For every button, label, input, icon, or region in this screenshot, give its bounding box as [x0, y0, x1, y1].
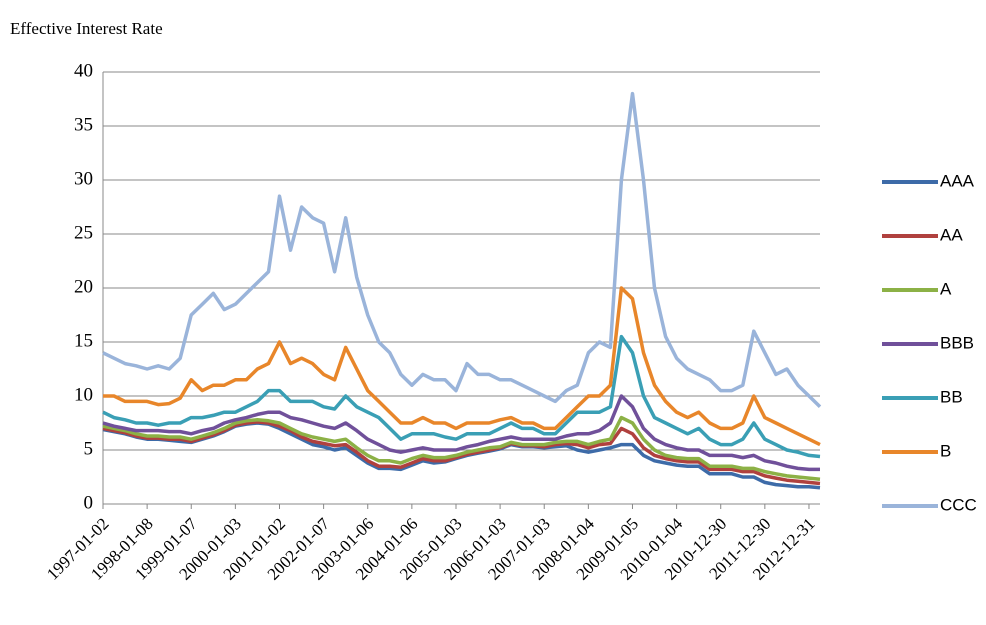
legend-label: B: [940, 441, 951, 460]
y-tick-label: 5: [84, 438, 94, 459]
legend-label: BBB: [940, 333, 974, 352]
series-line: [102, 394, 820, 472]
y-tick-label: 20: [74, 276, 93, 297]
series-line: [102, 91, 822, 409]
legend-label: BB: [940, 387, 963, 406]
chart-title: Effective Interest Rate: [10, 19, 163, 38]
y-tick-label: 35: [74, 114, 93, 135]
y-tick-label: 0: [84, 492, 94, 513]
series-line: [103, 286, 821, 447]
y-tick-label: 10: [74, 384, 93, 405]
series-line: [102, 415, 821, 481]
y-tick-label: 15: [74, 330, 93, 351]
y-tick-label: 40: [74, 60, 93, 81]
legend-label: AAA: [940, 171, 975, 190]
legend-label: A: [940, 279, 952, 298]
y-tick-label: 25: [74, 222, 93, 243]
legend-label: CCC: [940, 495, 977, 514]
legend-label: AA: [940, 225, 963, 244]
series-line: [102, 334, 821, 459]
series-line: [102, 420, 821, 486]
y-tick-label: 30: [74, 168, 93, 189]
